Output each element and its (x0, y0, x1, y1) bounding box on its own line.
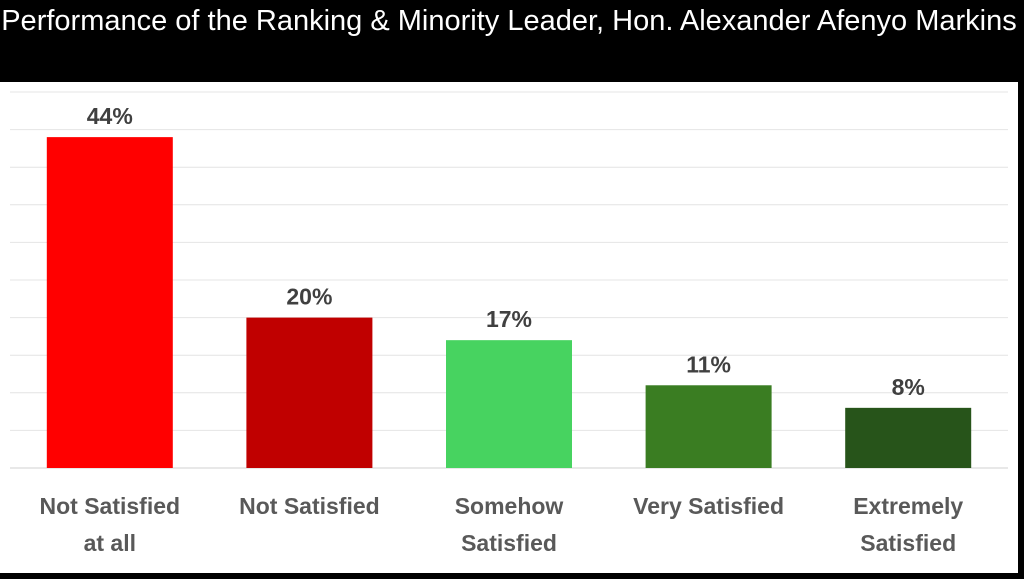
category-label: Satisfied (461, 530, 557, 556)
chart-title: Performance of the Ranking & Minority Le… (0, 0, 1018, 82)
bars (46, 137, 972, 468)
data-label: 8% (892, 374, 925, 400)
gridlines (10, 91, 1008, 469)
category-label: Not Satisfied (239, 493, 380, 519)
data-label: 20% (286, 284, 332, 310)
data-label: 44% (87, 103, 133, 129)
category-labels: Not Satisfied at all Not Satisfied Somehow S… (40, 493, 964, 556)
category-label: Somehow (455, 493, 564, 519)
data-label: 17% (486, 306, 532, 332)
bar (446, 340, 572, 468)
data-label: 11% (686, 351, 731, 377)
bar (246, 317, 373, 468)
bar (845, 407, 972, 468)
category-label: at all (84, 530, 136, 556)
bar (645, 385, 772, 468)
category-label: Very Satisfied (633, 493, 784, 519)
bar (46, 137, 173, 468)
category-label: Extremely (853, 493, 963, 519)
category-label: Satisfied (860, 530, 956, 556)
data-labels: 44% 20% 17% 11% 8% (87, 103, 925, 400)
category-label: Not Satisfied (40, 493, 181, 519)
